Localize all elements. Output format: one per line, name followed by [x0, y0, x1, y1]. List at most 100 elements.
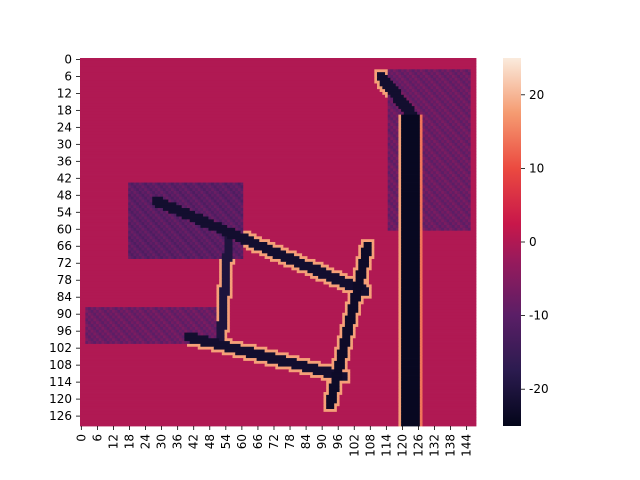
heatmap-cell	[457, 171, 461, 175]
heatmap-cell	[109, 318, 113, 322]
heatmap-cell	[430, 89, 434, 93]
heatmap-cell	[441, 117, 445, 121]
heatmap-cell	[459, 213, 464, 217]
heatmap-cell	[136, 329, 140, 333]
heatmap-cell	[398, 321, 402, 325]
heatmap-cell	[398, 372, 402, 376]
heatmap-cell	[401, 174, 421, 178]
heatmap-cell	[195, 312, 199, 316]
heatmap-cell	[219, 199, 223, 203]
heatmap-cell	[401, 154, 421, 158]
heatmap-cell	[80, 400, 324, 404]
heatmap-cell	[154, 225, 158, 229]
heatmap-cell	[459, 199, 464, 203]
heatmap-cell	[422, 363, 477, 367]
heatmap-cell	[395, 151, 399, 155]
heatmap-cell	[449, 100, 453, 104]
heatmap-cell	[401, 278, 421, 283]
heatmap-cell	[467, 91, 472, 96]
heatmap-cell	[395, 208, 399, 212]
heatmap-cell	[467, 94, 472, 99]
heatmap-cell	[130, 225, 134, 229]
heatmap-cell	[398, 222, 402, 226]
heatmap-cell	[390, 219, 394, 223]
heatmap-cell	[465, 80, 469, 84]
heatmap-cell	[462, 145, 466, 149]
heatmap-cell	[219, 295, 228, 300]
heatmap-cell	[387, 123, 391, 127]
heatmap-cell	[419, 199, 423, 203]
heatmap-cell	[422, 420, 477, 424]
heatmap-cell	[130, 185, 134, 189]
heatmap-cell	[419, 411, 423, 416]
heatmap-cell	[368, 261, 373, 266]
heatmap-cell	[467, 176, 472, 181]
heatmap-cell	[146, 193, 150, 198]
heatmap-cell	[454, 196, 458, 200]
heatmap-cell	[80, 335, 86, 339]
x-tick-label: 12	[106, 434, 120, 449]
heatmap-cell	[467, 182, 472, 186]
heatmap-cell	[219, 191, 223, 195]
heatmap-cell	[425, 108, 429, 113]
heatmap-cell	[221, 222, 225, 226]
heatmap-cell	[229, 225, 233, 229]
heatmap-cell	[162, 242, 167, 246]
heatmap-cell	[176, 193, 180, 198]
heatmap-cell	[173, 219, 177, 223]
heatmap-cell	[173, 335, 177, 339]
heatmap-cell	[451, 151, 455, 155]
heatmap-cell	[237, 219, 241, 223]
y-tick-label: 36	[57, 154, 72, 168]
heatmap-cell	[133, 185, 137, 189]
heatmap-cell	[90, 309, 94, 314]
heatmap-cell	[157, 210, 161, 215]
heatmap-cell	[401, 233, 421, 237]
heatmap-cell	[422, 247, 477, 251]
heatmap-cell	[189, 318, 193, 322]
heatmap-cell	[427, 193, 431, 198]
heatmap-cell	[390, 159, 394, 164]
heatmap-cell	[154, 312, 158, 316]
heatmap-cell	[395, 219, 399, 223]
heatmap-cell	[216, 332, 225, 336]
heatmap-cell	[446, 179, 450, 183]
heatmap-cell	[339, 273, 348, 277]
heatmap-cell	[128, 199, 132, 203]
heatmap-cell	[459, 182, 464, 186]
heatmap-cell	[446, 165, 450, 169]
heatmap-cell	[430, 117, 434, 121]
heatmap-cell	[176, 225, 180, 229]
heatmap-cell	[80, 128, 389, 132]
heatmap-cell	[187, 219, 191, 223]
heatmap-cell	[144, 233, 148, 237]
heatmap-cell	[401, 111, 405, 116]
heatmap-cell	[438, 86, 442, 90]
heatmap-cell	[157, 222, 161, 226]
heatmap-cell	[232, 256, 236, 260]
heatmap-cell	[438, 100, 442, 104]
heatmap-cell	[219, 278, 223, 283]
heatmap-cell	[96, 326, 100, 331]
heatmap-cell	[216, 329, 225, 333]
heatmap-cell	[470, 188, 477, 192]
heatmap-cell	[470, 191, 477, 195]
heatmap-cell	[170, 253, 175, 257]
heatmap-cell	[173, 196, 177, 200]
heatmap-cell	[451, 86, 455, 90]
heatmap-cell	[136, 199, 140, 203]
x-tick-label: 96	[331, 434, 345, 449]
heatmap-cell	[465, 108, 469, 113]
heatmap-cell	[451, 103, 455, 107]
heatmap-cell	[422, 270, 477, 274]
heatmap-cell	[401, 369, 421, 373]
heatmap-cell	[467, 131, 472, 135]
heatmap-cell	[227, 304, 231, 308]
heatmap-cell	[112, 315, 116, 319]
heatmap-cell	[422, 284, 477, 288]
heatmap-cell	[136, 250, 140, 254]
heatmap-cell	[454, 171, 458, 175]
heatmap-cell	[393, 185, 397, 189]
heatmap-cell	[216, 236, 220, 240]
heatmap-cell	[398, 406, 402, 410]
